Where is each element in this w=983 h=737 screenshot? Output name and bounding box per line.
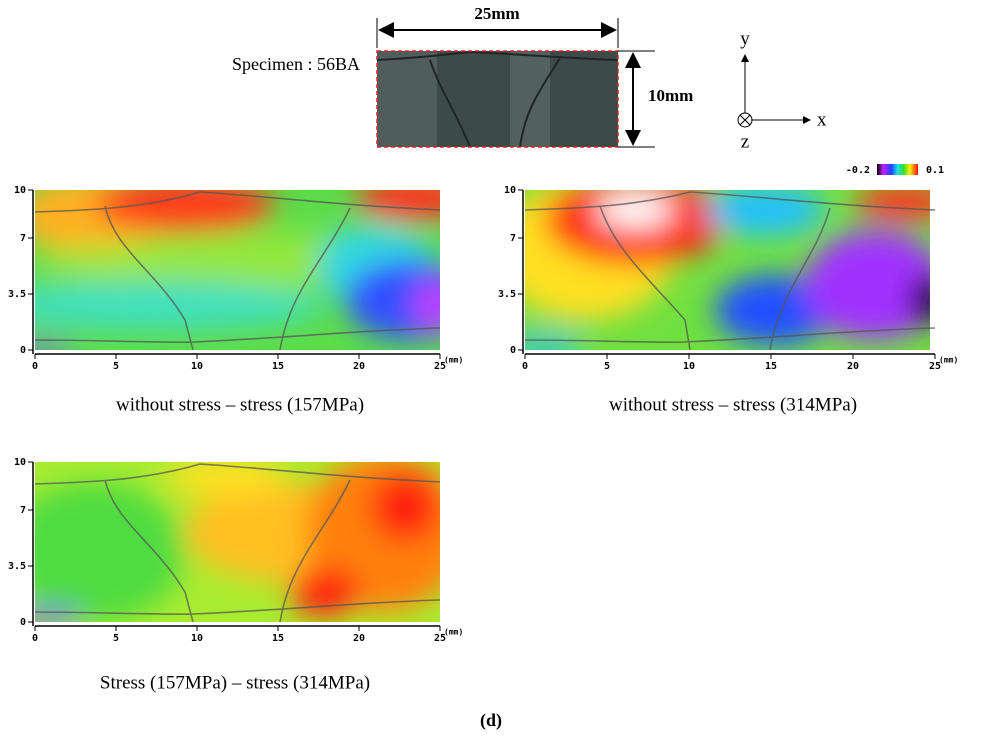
x-tick-label: 10: [683, 361, 695, 372]
grain-boundary: [34, 191, 936, 623]
y-tick-label: 3.5: [498, 289, 516, 300]
y-tick-label: 7: [20, 505, 26, 516]
y-tick-label: 10: [14, 185, 26, 196]
z-axis-label: z: [741, 131, 749, 152]
specimen-image: [376, 50, 619, 148]
x-tick-label: 5: [113, 633, 119, 644]
x-tick-label: 5: [604, 361, 610, 372]
y-axis-label: y: [740, 28, 750, 49]
colorbar: [877, 164, 918, 175]
x-tick-label: 20: [847, 361, 859, 372]
colorbar-max: 0.1: [926, 165, 944, 176]
x-tick-label: 20: [353, 633, 365, 644]
x-tick-label: 10: [191, 633, 203, 644]
height-label: 10mm: [648, 86, 693, 105]
x-unit: (mm): [939, 356, 958, 365]
y-tick-label: 7: [510, 233, 516, 244]
x-tick-label: 0: [522, 361, 528, 372]
figure-label: (d): [480, 710, 502, 731]
x-tick-label: 0: [32, 361, 38, 372]
x-tick-label: 0: [32, 633, 38, 644]
heatmap: [525, 190, 930, 350]
width-label: 25mm: [474, 4, 519, 23]
caption: without stress – stress (314MPa): [609, 394, 857, 415]
x-tick-label: 25: [434, 633, 446, 644]
x-unit: (mm): [444, 628, 463, 637]
y-tick-label: 3.5: [8, 289, 26, 300]
x-unit: (mm): [444, 356, 463, 365]
x-tick-label: 10: [191, 361, 203, 372]
z-axis-symbol: [737, 112, 753, 128]
heatmap: [35, 462, 440, 622]
x-tick-label: 5: [113, 361, 119, 372]
colorbar-min: -0.2: [846, 165, 870, 176]
z-axis-symbol: [739, 114, 751, 126]
specimen-label: Specimen : 56BA: [232, 54, 360, 74]
y-tick-label: 0: [510, 345, 516, 356]
x-tick-label: 15: [272, 633, 284, 644]
x-axis-label: x: [817, 109, 827, 130]
x-tick-label: 20: [353, 361, 365, 372]
heatmap: [35, 190, 440, 350]
y-tick-label: 10: [14, 457, 26, 468]
caption: Stress (157MPa) – stress (314MPa): [100, 672, 370, 693]
y-tick-label: 3.5: [8, 561, 26, 572]
x-tick-label: 25: [434, 361, 446, 372]
caption: without stress – stress (157MPa): [116, 394, 364, 415]
y-tick-label: 0: [20, 617, 26, 628]
x-tick-label: 15: [765, 361, 777, 372]
y-tick-label: 10: [504, 185, 516, 196]
y-tick-label: 7: [20, 233, 26, 244]
y-tick-label: 0: [20, 345, 26, 356]
x-tick-label: 25: [929, 361, 941, 372]
x-tick-label: 15: [272, 361, 284, 372]
